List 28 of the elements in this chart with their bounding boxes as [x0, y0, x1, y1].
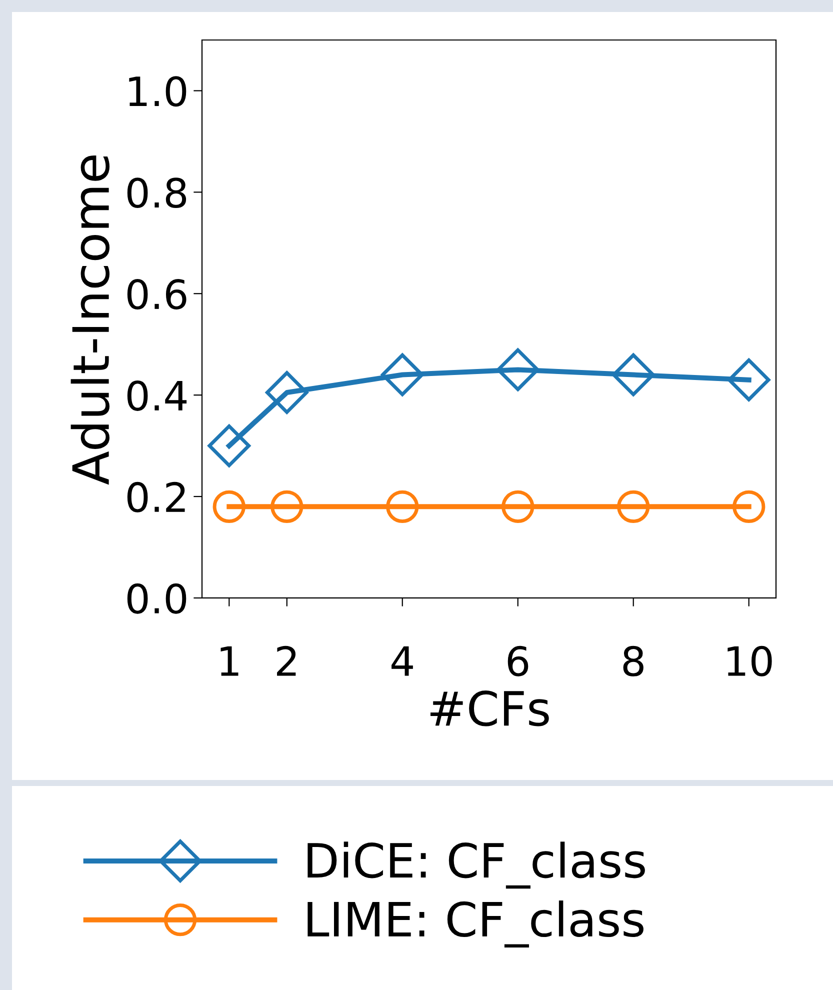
x-axis-title: #CFs [430, 690, 549, 726]
y-axis-title: Adult-Income [70, 156, 110, 485]
x-tick-label: 8 [623, 646, 644, 676]
x-tick-label: 4 [392, 646, 413, 676]
point [727, 358, 770, 402]
point [266, 371, 308, 414]
y-tick-label: 0.6 [127, 279, 186, 310]
x-tick-label: 2 [277, 646, 296, 676]
point [208, 424, 251, 468]
legend-label: LIME: CF_class [308, 900, 644, 948]
point [386, 490, 419, 523]
point [502, 490, 534, 523]
point [212, 490, 246, 523]
y-tick-label: 0.4 [127, 380, 187, 411]
y-tick-label: 0.0 [127, 583, 186, 614]
point [381, 353, 424, 396]
point [270, 490, 304, 523]
x-tick-label: 1 [220, 646, 238, 676]
y-tick-label: 0.8 [127, 178, 186, 208]
x-tick-label: 10 [728, 646, 772, 676]
point [732, 490, 766, 523]
point [617, 490, 650, 523]
x-tick-label: 6 [508, 646, 528, 676]
point [496, 348, 540, 392]
legend-label: DiCE: CF_class [308, 842, 645, 889]
y-tick-label: 1.0 [129, 76, 186, 107]
y-tick-label: 0.2 [127, 482, 185, 512]
point [612, 353, 655, 396]
